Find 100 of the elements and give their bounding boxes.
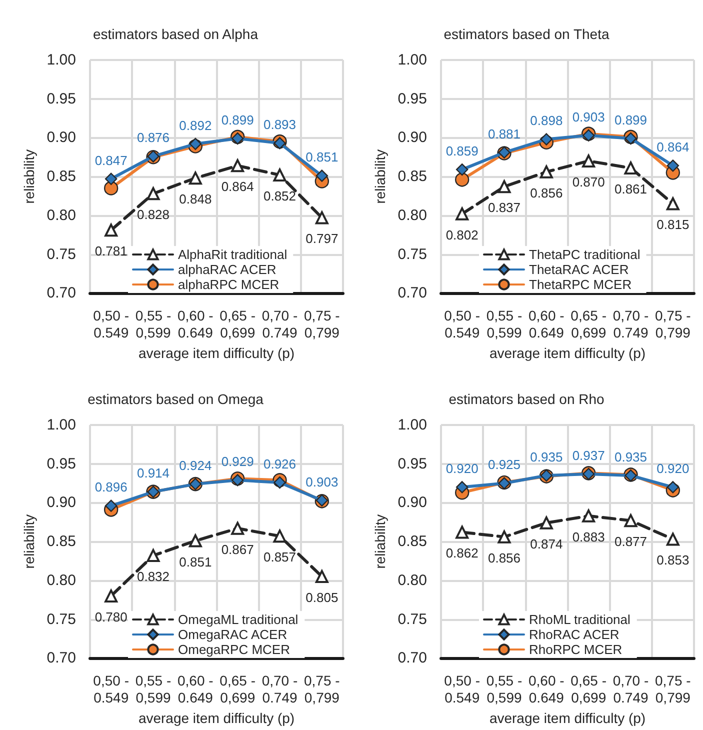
data-label: 0.914 xyxy=(136,466,170,481)
x-tick-label: 0,65 - 0,699 xyxy=(220,308,256,341)
point xyxy=(273,530,286,543)
y-tick-label: 0.95 xyxy=(398,455,427,472)
point xyxy=(231,474,244,486)
data-label: 0.802 xyxy=(446,227,478,242)
legend-label: OmegaRAC ACER xyxy=(178,627,288,642)
legend-label: alphaRPC MCER xyxy=(178,277,280,292)
data-label: 0.781 xyxy=(94,244,128,259)
y-tick-label: 0.70 xyxy=(46,650,76,667)
data-label: 0.859 xyxy=(446,143,478,158)
data-label: 0.832 xyxy=(136,569,170,584)
y-tick-label: 0.85 xyxy=(398,168,427,186)
y-tick-label: 0.75 xyxy=(398,246,427,263)
x-tick-label: 0,70 - 0.749 xyxy=(612,308,649,341)
y-tick-label: 0.70 xyxy=(398,284,427,302)
y-tick-label: 0.75 xyxy=(46,610,76,628)
y-tick-label: 0.95 xyxy=(46,90,76,108)
point xyxy=(104,589,118,602)
legend-label: OmegaML traditional xyxy=(178,612,298,627)
x-tick-label: 0,70 - 0.749 xyxy=(262,308,298,341)
point xyxy=(104,500,118,512)
x-tick-label: 0,60 - 0.649 xyxy=(178,672,214,706)
data-label: 0.853 xyxy=(656,552,690,568)
point xyxy=(146,187,160,200)
y-tick-label: 0.90 xyxy=(46,129,76,146)
point xyxy=(666,160,680,172)
point xyxy=(104,181,118,196)
data-label: 0.862 xyxy=(446,546,478,561)
data-label: 0.870 xyxy=(572,174,605,190)
point xyxy=(624,132,637,145)
data-label: 0.898 xyxy=(530,113,563,128)
data-label: 0.874 xyxy=(530,536,563,552)
y-tick-label: 0.90 xyxy=(398,494,427,512)
chart-title: estimators based on Rho xyxy=(448,391,605,407)
legend-label: RhoRAC ACER xyxy=(529,627,620,642)
data-label: 0.899 xyxy=(221,112,254,128)
data-label: 0.881 xyxy=(488,126,521,142)
point xyxy=(666,481,680,494)
x-tick-label: 0,50 - 0.549 xyxy=(93,308,130,341)
y-tick-label: 1.00 xyxy=(398,52,427,68)
point xyxy=(188,172,202,185)
point xyxy=(540,165,553,178)
data-label: 0.797 xyxy=(306,231,338,246)
data-label: 0.848 xyxy=(179,192,212,207)
point xyxy=(666,197,680,210)
legend-label: AlphaRit traditional xyxy=(178,247,288,262)
y-tick-label: 1.00 xyxy=(398,416,427,434)
data-label: 0.847 xyxy=(94,152,128,168)
data-label: 0.896 xyxy=(94,480,128,495)
y-tick-label: 0.90 xyxy=(398,129,427,146)
data-label: 0.852 xyxy=(263,188,296,204)
data-label: 0.903 xyxy=(306,474,338,490)
data-label: 0.920 xyxy=(446,461,478,476)
data-label: 0.828 xyxy=(136,207,170,222)
data-label: 0.867 xyxy=(221,542,254,557)
data-label: 0.903 xyxy=(572,109,605,124)
x-tick-label: 0,70 - 0.749 xyxy=(262,672,298,706)
x-tick-label: 0,65 - 0,699 xyxy=(220,672,256,706)
data-label: 0.837 xyxy=(488,200,521,216)
point xyxy=(273,168,286,182)
x-tick-label: 0,65 - 0,699 xyxy=(570,308,607,341)
point xyxy=(456,163,468,176)
data-label: 0.780 xyxy=(94,609,128,624)
point xyxy=(456,207,469,220)
x-tick-label: 0,50 - 0.549 xyxy=(93,672,130,706)
data-label: 0.929 xyxy=(221,454,254,470)
data-label: 0.815 xyxy=(656,217,690,232)
legend-label: RhoML traditional xyxy=(529,612,631,627)
data-label: 0.925 xyxy=(488,457,521,472)
legend-label: alphaRAC ACER xyxy=(178,262,276,277)
y-tick-label: 0.85 xyxy=(398,533,427,550)
x-tick-label: 0,65 - 0,699 xyxy=(570,672,607,706)
point xyxy=(316,170,328,182)
data-label: 0.876 xyxy=(136,130,170,146)
data-label: 0.851 xyxy=(306,150,338,165)
chart-title: estimators based on Theta xyxy=(444,26,610,42)
legend-label: ThetaRPC MCER xyxy=(529,277,632,292)
y-tick-label: 1.00 xyxy=(46,52,76,68)
point xyxy=(582,154,596,168)
y-axis-title: reliability xyxy=(372,149,388,204)
point xyxy=(104,224,118,237)
y-tick-label: 0.70 xyxy=(46,284,76,302)
data-label: 0.864 xyxy=(656,140,690,155)
x-tick-label: 0,50 - 0.549 xyxy=(444,672,480,706)
y-tick-label: 0.95 xyxy=(398,90,427,108)
data-label: 0.877 xyxy=(614,534,648,550)
x-axis-title: average item difficulty (p) xyxy=(489,345,646,361)
y-tick-label: 0.70 xyxy=(398,650,427,667)
chart-title: estimators based on Alpha xyxy=(93,26,258,42)
legend-label: ThetaRAC ACER xyxy=(529,262,629,277)
y-tick-label: 0.75 xyxy=(46,246,76,263)
y-tick-label: 0.90 xyxy=(46,494,76,512)
legend-label: RhoRPC MCER xyxy=(529,642,622,657)
data-label: 0.892 xyxy=(179,118,212,133)
data-label: 0.926 xyxy=(263,456,296,472)
point xyxy=(315,211,328,224)
data-label: 0.857 xyxy=(263,550,296,565)
x-tick-label: 0,75 - 0,799 xyxy=(304,672,340,706)
point xyxy=(189,138,202,150)
